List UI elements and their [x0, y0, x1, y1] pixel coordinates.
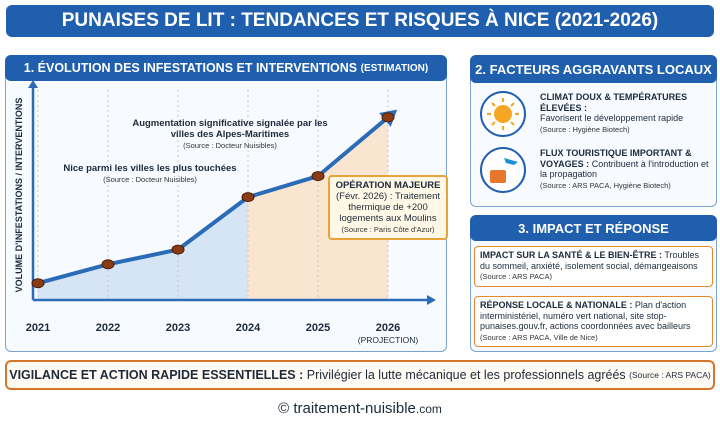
annotation: Augmentation significative signalée par … [130, 118, 330, 151]
factor-source: (Source : ARS PACA, Hygiène Biotech) [540, 180, 671, 190]
category-note: (PROJECTION) [358, 335, 419, 345]
bedbug-marker [311, 171, 325, 182]
area-fill [248, 117, 388, 300]
bedbug-marker [31, 278, 45, 289]
annotation-text: Augmentation significative signalée par … [132, 118, 328, 140]
y-axis-label: VOLUME D'INFESTATIONS / INTERVENTIONS [14, 98, 24, 293]
callout-text: (Févr. 2026) : Traitement thermique de +… [335, 191, 440, 224]
bedbug-marker [171, 244, 185, 255]
banner-title: VIGILANCE ET ACTION RAPIDE ESSENTIELLES … [9, 368, 304, 382]
impact-item-title: RÉPONSE LOCALE & NATIONALE : [480, 300, 633, 310]
chart: 2021 2022 2023 2024 2025 2026(PROJECTION) VOLU… [14, 80, 436, 345]
impact-item-source: (Source : ARS PACA) [480, 272, 552, 281]
factor-title: FLUX TOURISTIQUE IMPORTANT & VOYAGES : [540, 148, 692, 169]
impact-item-text: Plan d'action interministériel, numéro v… [480, 300, 691, 331]
impact-title: 3. IMPACT ET RÉPONSE [470, 215, 717, 241]
bedbug-marker [101, 259, 115, 270]
x-tick-label: 2023 [166, 322, 190, 334]
site: traitement-nuisible [293, 400, 416, 417]
bedbug-marker [381, 112, 395, 123]
banner-text: Privilégier la lutte mécanique et les pr… [306, 368, 626, 382]
chart-title-bar: 1. ÉVOLUTION DES INFESTATIONS ET INTERVE… [5, 55, 447, 81]
bedbug-marker [241, 192, 255, 203]
annotation-source: (Source : Docteur Nuisibles) [103, 175, 197, 184]
chart-title-note: (ESTIMATION) [360, 62, 429, 74]
footer: © traitement-nuisible.com [0, 400, 720, 417]
y-axis-arrow [28, 80, 38, 88]
callout: OPÉRATION MAJEURE (Févr. 2026) : Traitem… [328, 175, 448, 240]
annotation-text: Nice parmi les villes les plus touchées [63, 163, 237, 174]
factor-item: CLIMAT DOUX & TEMPÉRATURES ÉLEVÉES : Fav… [540, 92, 710, 135]
sun-icon [494, 105, 512, 123]
x-tick-label: 2025 [306, 322, 330, 334]
callout-source: (Source : Paris Côte d'Azur) [341, 225, 435, 234]
x-tick-label: 2022 [96, 322, 120, 334]
banner-source: (Source : ARS PACA) [629, 370, 711, 380]
factor-source: (Source : Hygiène Biotech) [540, 124, 630, 134]
factor-text: Favorisent le développement rapide [540, 113, 684, 123]
factor-icons [480, 91, 526, 193]
impact-item-title: IMPACT SUR LA SANTÉ & LE BIEN-ÊTRE : [480, 250, 662, 260]
factor-text: Contribuent à l'introduction et la propa… [540, 158, 709, 180]
copyright: © [278, 400, 290, 417]
annotation-source: (Source : Docteur Nuisibles) [183, 141, 277, 150]
factor-title: CLIMAT DOUX & TEMPÉRATURES ÉLEVÉES : [540, 92, 688, 113]
suitcase-icon [490, 170, 506, 183]
impact-item: RÉPONSE LOCALE & NATIONALE : Plan d'acti… [474, 296, 713, 347]
trend-line [37, 115, 390, 286]
chart-title: 1. ÉVOLUTION DES INFESTATIONS ET INTERVE… [23, 61, 358, 75]
banner: VIGILANCE ET ACTION RAPIDE ESSENTIELLES … [5, 360, 715, 390]
callout-title: OPÉRATION MAJEURE [335, 180, 441, 191]
tld: .com [415, 402, 442, 416]
annotation: Nice parmi les villes les plus touchées … [55, 163, 245, 185]
x-tick-label: 2021 [26, 322, 50, 334]
main-title: PUNAISES DE LIT : TENDANCES ET RISQUES À… [6, 5, 714, 37]
impact-item-source: (Source : ARS PACA, Ville de Nice) [480, 332, 598, 342]
x-axis-arrow [427, 295, 436, 305]
area-fill [38, 197, 248, 300]
factors-title: 2. FACTEURS AGGRAVANTS LOCAUX [470, 55, 717, 83]
factor-item: FLUX TOURISTIQUE IMPORTANT & VOYAGES : C… [540, 148, 710, 191]
x-tick-label: 2026 [376, 322, 400, 334]
sun-rays [487, 98, 519, 130]
x-tick-label: 2024 [236, 322, 261, 334]
impact-item-text: Troubles du sommeil, anxiété, isolement … [480, 250, 700, 271]
impact-item: IMPACT SUR LA SANTÉ & LE BIEN-ÊTRE : Tro… [474, 246, 713, 287]
plane-icon [504, 158, 518, 165]
